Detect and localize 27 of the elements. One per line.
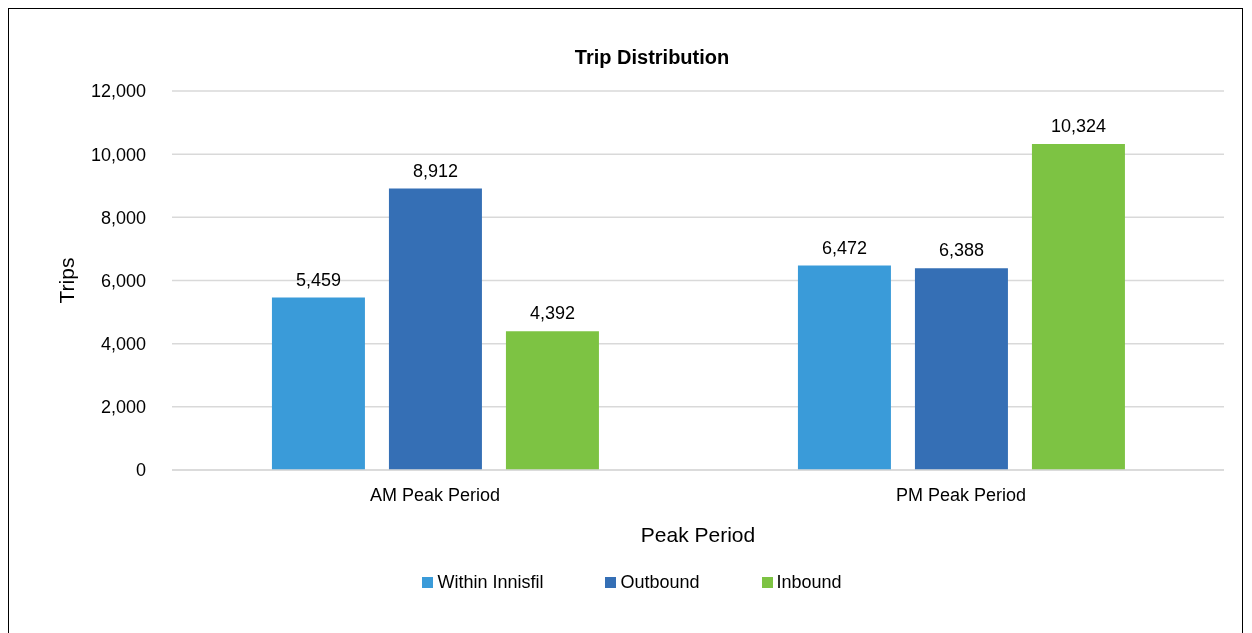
data-label: 8,912 xyxy=(412,160,458,181)
x-axis-title: Peak Period xyxy=(640,523,756,546)
bar xyxy=(797,265,891,470)
data-label: 4,392 xyxy=(529,303,575,324)
legend-label: Outbound xyxy=(620,572,700,593)
data-label: 10,324 xyxy=(1050,115,1106,136)
bar xyxy=(1031,143,1125,470)
bar xyxy=(388,188,482,470)
data-label: 6,388 xyxy=(938,240,984,261)
y-tick-label: 6,000 xyxy=(100,270,146,291)
y-tick-label: 4,000 xyxy=(100,334,146,355)
y-axis-title: Trips xyxy=(54,257,78,304)
y-tick-label: 0 xyxy=(135,460,146,481)
y-tick-label: 2,000 xyxy=(100,397,146,418)
x-tick-label: AM Peak Period xyxy=(369,484,501,505)
bar xyxy=(914,268,1008,470)
data-label: 6,472 xyxy=(821,237,867,258)
y-tick-label: 10,000 xyxy=(90,144,146,165)
data-label: 5,459 xyxy=(295,269,341,290)
y-tick-label: 12,000 xyxy=(90,81,146,102)
chart-title: Trip Distribution xyxy=(573,46,731,69)
bar xyxy=(271,297,365,470)
legend-label: Within Innisfil xyxy=(437,572,544,593)
x-tick-label: PM Peak Period xyxy=(895,484,1027,505)
y-tick-label: 8,000 xyxy=(100,207,146,228)
bar xyxy=(505,331,599,470)
legend-label: Inbound xyxy=(776,572,842,593)
